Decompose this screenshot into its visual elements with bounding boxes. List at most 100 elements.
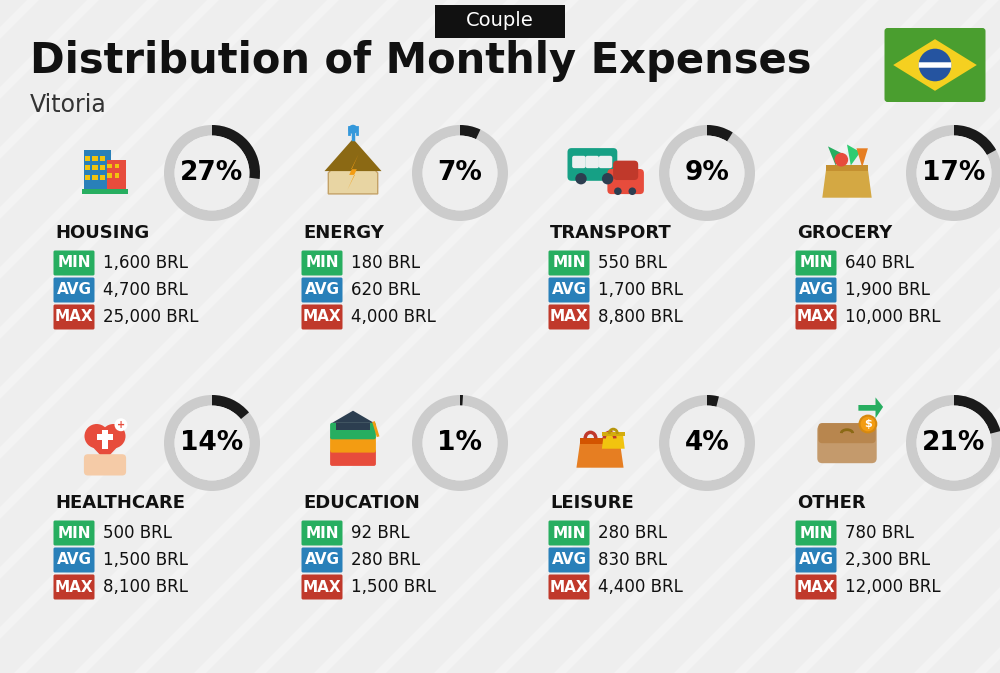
Wedge shape xyxy=(954,125,996,155)
Text: HEALTHCARE: HEALTHCARE xyxy=(55,494,185,512)
Polygon shape xyxy=(822,169,872,198)
Text: 4,400 BRL: 4,400 BRL xyxy=(598,578,683,596)
FancyBboxPatch shape xyxy=(585,156,599,168)
FancyBboxPatch shape xyxy=(107,173,112,178)
FancyBboxPatch shape xyxy=(548,277,590,302)
Text: MIN: MIN xyxy=(305,526,339,540)
Polygon shape xyxy=(576,441,624,468)
FancyBboxPatch shape xyxy=(548,575,590,600)
Text: MAX: MAX xyxy=(55,310,93,324)
Text: AVG: AVG xyxy=(552,553,586,567)
Text: MIN: MIN xyxy=(799,526,833,540)
Text: 21%: 21% xyxy=(922,430,986,456)
Text: 1,500 BRL: 1,500 BRL xyxy=(351,578,436,596)
Text: 550 BRL: 550 BRL xyxy=(598,254,667,272)
Text: 25,000 BRL: 25,000 BRL xyxy=(103,308,198,326)
Polygon shape xyxy=(328,145,378,194)
Text: AVG: AVG xyxy=(304,553,340,567)
Circle shape xyxy=(629,188,636,195)
Wedge shape xyxy=(212,395,249,419)
Circle shape xyxy=(917,135,991,211)
Wedge shape xyxy=(412,395,508,491)
FancyBboxPatch shape xyxy=(818,423,876,444)
Text: 280 BRL: 280 BRL xyxy=(351,551,420,569)
Wedge shape xyxy=(906,125,1000,221)
FancyBboxPatch shape xyxy=(330,450,376,466)
Wedge shape xyxy=(906,395,1000,491)
Wedge shape xyxy=(659,395,755,491)
FancyBboxPatch shape xyxy=(85,174,90,180)
FancyBboxPatch shape xyxy=(301,250,342,275)
Text: LEISURE: LEISURE xyxy=(550,494,634,512)
Polygon shape xyxy=(847,145,860,166)
Circle shape xyxy=(834,153,848,166)
Circle shape xyxy=(348,125,358,134)
FancyBboxPatch shape xyxy=(54,575,94,600)
Text: MAX: MAX xyxy=(550,579,588,594)
FancyBboxPatch shape xyxy=(85,165,90,170)
Text: TRANSPORT: TRANSPORT xyxy=(550,224,672,242)
Text: MAX: MAX xyxy=(550,310,588,324)
Text: 4%: 4% xyxy=(685,430,729,456)
Text: AVG: AVG xyxy=(798,283,834,297)
FancyBboxPatch shape xyxy=(100,174,105,180)
Text: Vitoria: Vitoria xyxy=(30,93,107,117)
Text: 180 BRL: 180 BRL xyxy=(351,254,420,272)
Text: HOUSING: HOUSING xyxy=(55,224,149,242)
FancyBboxPatch shape xyxy=(301,304,342,330)
FancyBboxPatch shape xyxy=(82,189,128,194)
Polygon shape xyxy=(347,154,359,190)
FancyBboxPatch shape xyxy=(301,277,342,302)
Wedge shape xyxy=(212,125,260,179)
Text: OTHER: OTHER xyxy=(797,494,866,512)
Circle shape xyxy=(614,188,622,195)
FancyBboxPatch shape xyxy=(885,28,986,102)
Text: 12,000 BRL: 12,000 BRL xyxy=(845,578,941,596)
Polygon shape xyxy=(85,439,125,460)
FancyBboxPatch shape xyxy=(54,520,94,546)
Text: MAX: MAX xyxy=(303,579,341,594)
Text: 14%: 14% xyxy=(180,430,244,456)
Wedge shape xyxy=(412,125,508,221)
Text: MIN: MIN xyxy=(305,256,339,271)
Text: 2,300 BRL: 2,300 BRL xyxy=(845,551,930,569)
FancyBboxPatch shape xyxy=(114,164,119,168)
Circle shape xyxy=(860,416,876,432)
Circle shape xyxy=(175,406,249,481)
FancyBboxPatch shape xyxy=(613,161,638,180)
Circle shape xyxy=(423,406,497,481)
Text: MIN: MIN xyxy=(57,256,91,271)
FancyBboxPatch shape xyxy=(85,155,90,161)
Text: 1,900 BRL: 1,900 BRL xyxy=(845,281,930,299)
Text: 92 BRL: 92 BRL xyxy=(351,524,410,542)
Text: 17%: 17% xyxy=(922,160,986,186)
FancyBboxPatch shape xyxy=(301,575,342,600)
FancyBboxPatch shape xyxy=(572,156,586,168)
Text: Couple: Couple xyxy=(466,11,534,30)
FancyBboxPatch shape xyxy=(548,250,590,275)
Text: 620 BRL: 620 BRL xyxy=(351,281,420,299)
Wedge shape xyxy=(164,395,260,491)
Polygon shape xyxy=(828,147,843,166)
Text: MIN: MIN xyxy=(552,256,586,271)
Text: 4,000 BRL: 4,000 BRL xyxy=(351,308,436,326)
FancyBboxPatch shape xyxy=(92,165,98,170)
Circle shape xyxy=(84,424,109,448)
Text: $: $ xyxy=(864,419,872,429)
Text: 27%: 27% xyxy=(180,160,244,186)
FancyBboxPatch shape xyxy=(92,174,98,180)
Text: AVG: AVG xyxy=(798,553,834,567)
Text: EDUCATION: EDUCATION xyxy=(303,494,420,512)
FancyBboxPatch shape xyxy=(548,520,590,546)
Text: MAX: MAX xyxy=(55,579,93,594)
FancyBboxPatch shape xyxy=(54,277,94,302)
Text: AVG: AVG xyxy=(56,553,92,567)
Text: 7%: 7% xyxy=(438,160,482,186)
FancyBboxPatch shape xyxy=(602,431,625,436)
FancyBboxPatch shape xyxy=(568,148,617,181)
Text: 500 BRL: 500 BRL xyxy=(103,524,172,542)
Text: 640 BRL: 640 BRL xyxy=(845,254,914,272)
Polygon shape xyxy=(324,139,382,171)
FancyBboxPatch shape xyxy=(84,454,126,476)
Text: AVG: AVG xyxy=(56,283,92,297)
